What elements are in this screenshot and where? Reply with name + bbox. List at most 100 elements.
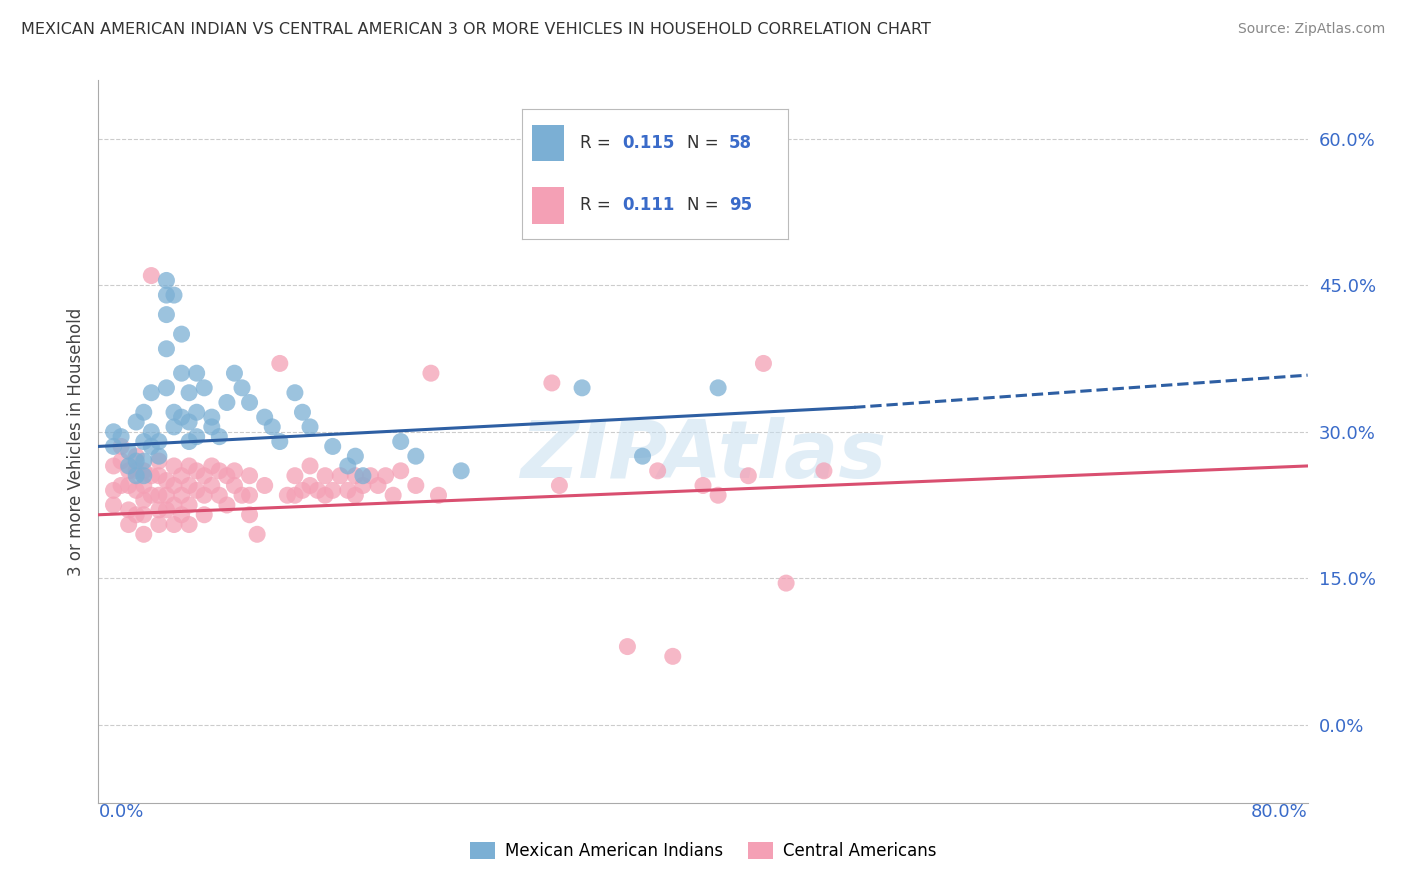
Point (201, 420, 224, 434)
Point (276, 488, 298, 502)
Point (118, 444, 141, 458)
Point (118, 458, 141, 473)
Point (707, 488, 730, 502)
Point (125, 464, 148, 478)
Point (132, 508, 155, 522)
Point (291, 405, 314, 419)
Point (374, 468, 396, 483)
Point (186, 464, 208, 478)
Point (299, 420, 322, 434)
Point (148, 468, 170, 483)
Point (110, 478, 132, 492)
Point (540, 376, 562, 390)
Point (661, 649, 683, 664)
Point (141, 488, 163, 502)
Point (224, 366, 246, 380)
Point (186, 483, 208, 498)
Point (125, 415, 148, 429)
Point (125, 449, 148, 463)
Point (246, 527, 269, 541)
Point (344, 449, 367, 463)
Point (224, 478, 246, 492)
Point (103, 425, 125, 439)
Point (132, 478, 155, 492)
Point (110, 430, 132, 444)
Point (148, 454, 170, 468)
Point (427, 488, 450, 502)
Point (360, 468, 382, 483)
Point (155, 474, 177, 488)
Point (155, 503, 177, 517)
Point (155, 342, 177, 356)
Y-axis label: 3 or more Vehicles in Household: 3 or more Vehicles in Household (66, 308, 84, 575)
Point (307, 483, 329, 498)
Point (389, 434, 412, 449)
Point (352, 468, 374, 483)
Legend: Mexican American Indians, Central Americans: Mexican American Indians, Central Americ… (463, 835, 943, 867)
Point (231, 488, 253, 502)
Point (239, 395, 262, 409)
Point (179, 434, 201, 449)
Point (163, 458, 186, 473)
Point (186, 366, 208, 380)
Point (163, 478, 186, 492)
Point (208, 430, 231, 444)
Point (170, 508, 193, 522)
Point (616, 640, 638, 654)
Point (170, 410, 193, 425)
Point (110, 454, 132, 468)
Point (382, 488, 405, 502)
Point (284, 468, 307, 483)
Point (179, 415, 201, 429)
Point (367, 478, 389, 492)
Point (284, 385, 307, 400)
Point (269, 434, 291, 449)
Point (103, 483, 125, 498)
Point (132, 464, 155, 478)
Point (707, 381, 730, 395)
Point (103, 498, 125, 512)
Point (201, 410, 224, 425)
Point (118, 517, 141, 532)
Point (193, 508, 215, 522)
Point (571, 381, 593, 395)
Point (186, 405, 208, 419)
Point (450, 464, 472, 478)
Point (336, 483, 359, 498)
Point (193, 381, 215, 395)
Point (110, 439, 132, 453)
Point (344, 488, 367, 502)
Text: 80.0%: 80.0% (1251, 803, 1308, 821)
Point (389, 464, 412, 478)
Point (125, 483, 148, 498)
Point (155, 488, 177, 502)
Point (215, 468, 238, 483)
Point (148, 517, 170, 532)
Point (103, 439, 125, 453)
Text: 0.0%: 0.0% (98, 803, 143, 821)
Point (179, 385, 201, 400)
Point (125, 508, 148, 522)
Point (155, 288, 177, 302)
Point (148, 449, 170, 463)
Point (647, 464, 669, 478)
Point (170, 488, 193, 502)
Point (239, 508, 262, 522)
Point (314, 488, 336, 502)
Point (118, 503, 141, 517)
Point (405, 478, 427, 492)
Point (314, 468, 336, 483)
Point (155, 308, 177, 322)
Point (148, 434, 170, 449)
Point (132, 434, 155, 449)
Point (179, 458, 201, 473)
Point (163, 517, 186, 532)
Point (155, 273, 177, 287)
Point (352, 478, 374, 492)
Point (215, 395, 238, 409)
Point (201, 478, 224, 492)
Point (163, 288, 186, 302)
Point (125, 468, 148, 483)
Point (336, 458, 359, 473)
Point (269, 356, 291, 370)
